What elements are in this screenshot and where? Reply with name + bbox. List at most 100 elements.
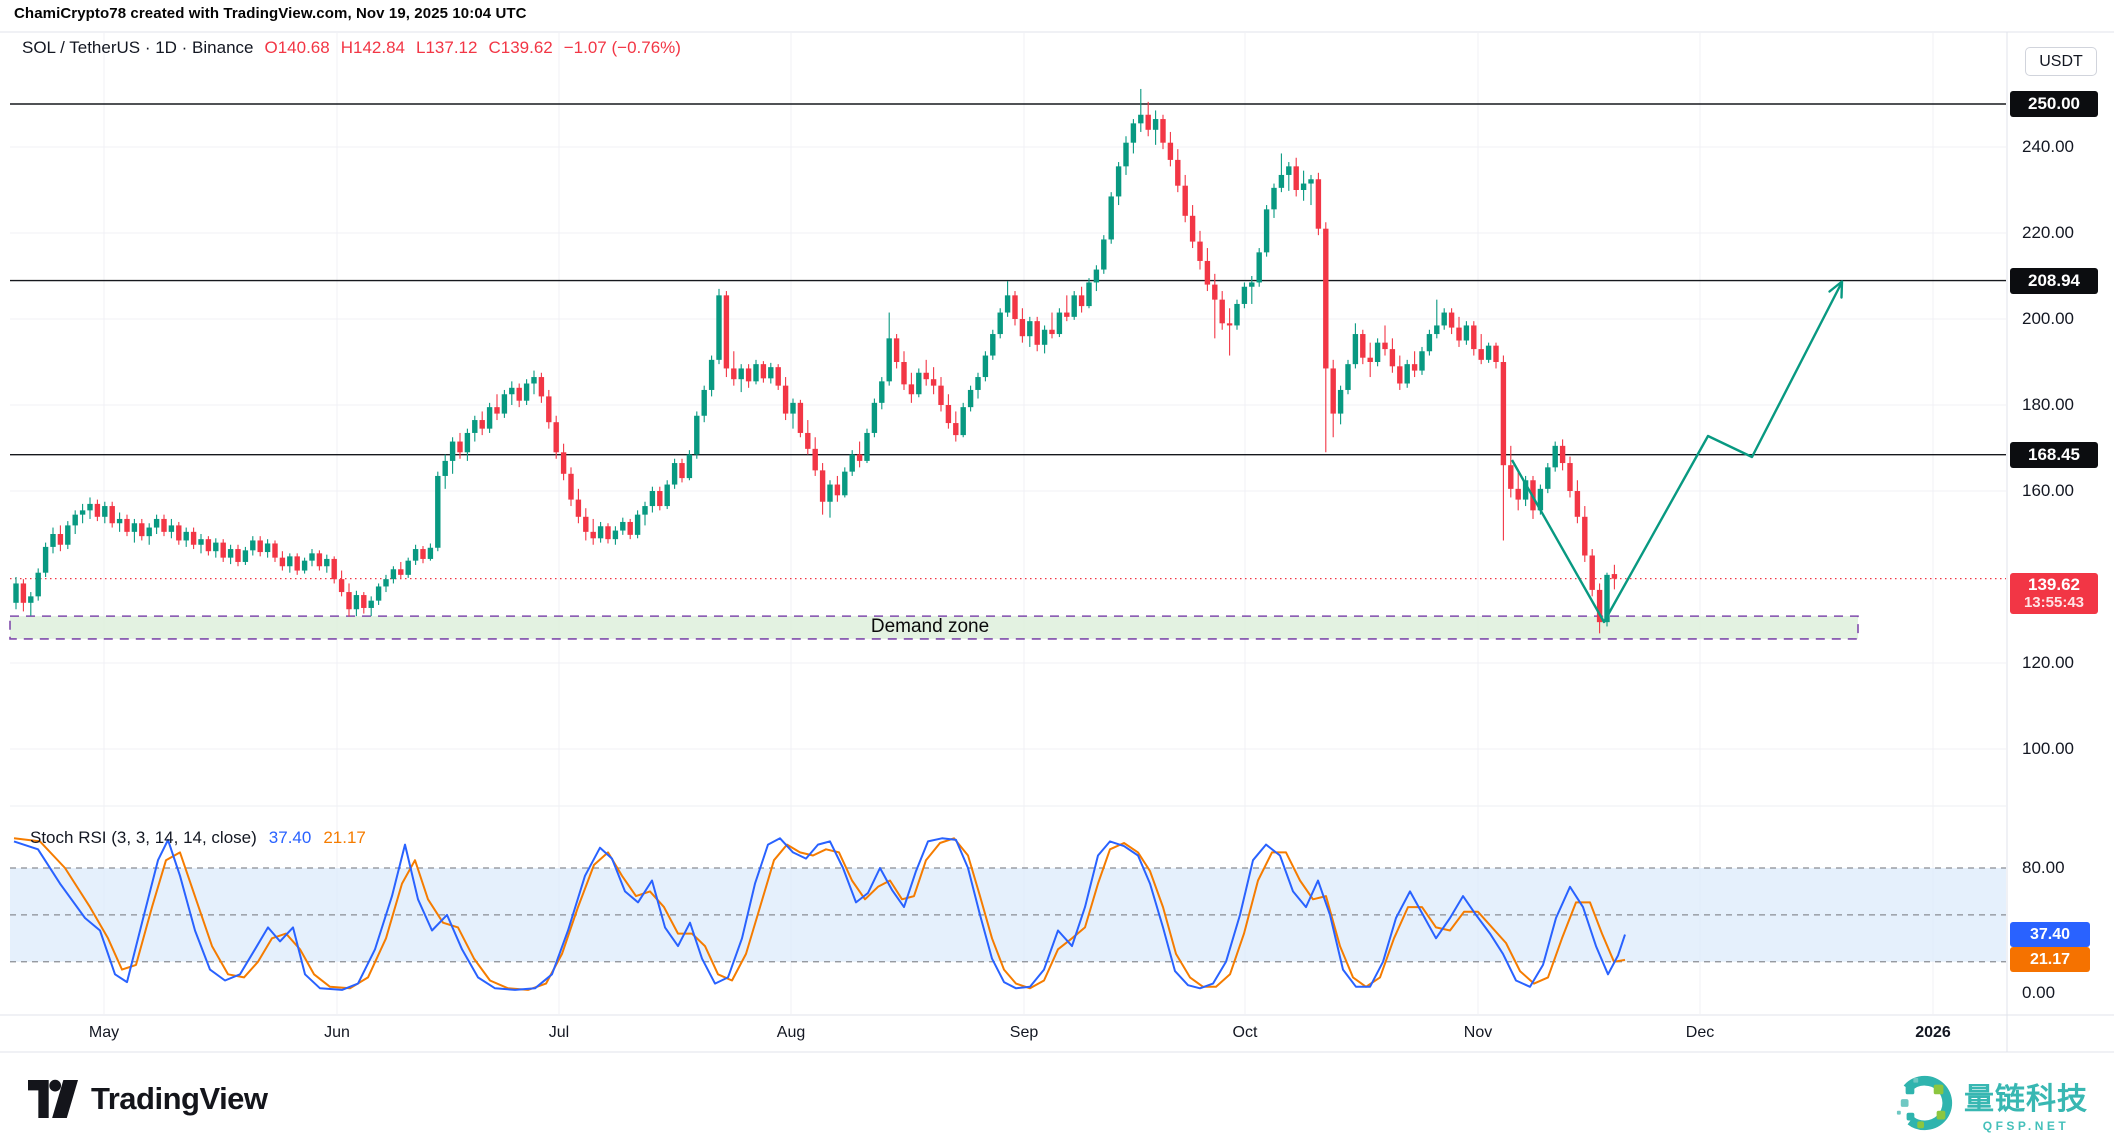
candle-body bbox=[486, 407, 493, 429]
time-axis-label[interactable]: Aug bbox=[776, 1024, 806, 1041]
candle-body bbox=[790, 402, 796, 414]
candle-body bbox=[1256, 252, 1262, 283]
candle-body bbox=[516, 387, 522, 401]
time-axis-label[interactable]: Oct bbox=[1232, 1024, 1258, 1041]
candle-body bbox=[901, 362, 907, 385]
candle-body bbox=[723, 295, 730, 369]
candle-body bbox=[1360, 334, 1366, 358]
candle-body bbox=[1071, 295, 1077, 317]
candle-body bbox=[324, 558, 330, 567]
bar-countdown: 13:55:43 bbox=[2023, 593, 2085, 611]
candle-body bbox=[916, 372, 922, 395]
candle-body bbox=[975, 377, 981, 390]
candle-body bbox=[368, 600, 374, 608]
price-axis-label: 180.00 bbox=[2022, 395, 2074, 414]
candle-body bbox=[583, 516, 589, 532]
legend-change: −1.07 (−0.76%) bbox=[563, 38, 681, 57]
candle-body bbox=[760, 364, 767, 379]
candle-body bbox=[442, 460, 448, 476]
candle-body bbox=[708, 359, 715, 390]
time-axis-label[interactable]: May bbox=[88, 1024, 120, 1041]
candle-body bbox=[1567, 463, 1573, 491]
candle-body bbox=[856, 454, 863, 461]
time-axis-label[interactable]: Sep bbox=[1009, 1024, 1039, 1041]
candle-body bbox=[819, 470, 826, 502]
candle-body bbox=[420, 549, 426, 559]
currency-badge[interactable]: USDT bbox=[2025, 47, 2097, 76]
candle-body bbox=[560, 452, 567, 474]
candle-body bbox=[738, 368, 744, 380]
qfsp-domain: QFSP.NET bbox=[1982, 1118, 2070, 1133]
candle-body bbox=[886, 338, 892, 382]
candle-body bbox=[1582, 516, 1588, 556]
candle-body bbox=[1500, 362, 1507, 466]
candle-body bbox=[716, 295, 722, 360]
candle-body bbox=[72, 514, 78, 526]
symbol-legend[interactable]: SOL / TetherUS · 1D · Binance O140.68 H1… bbox=[22, 38, 681, 58]
legend-high: H142.84 bbox=[340, 38, 406, 57]
candle-body bbox=[264, 543, 271, 553]
candle-body bbox=[1064, 312, 1070, 317]
stoch-rsi-d-value: 21.17 bbox=[323, 828, 366, 847]
stoch-rsi-k-value: 37.40 bbox=[268, 828, 312, 847]
time-axis-label[interactable]: Nov bbox=[1463, 1024, 1493, 1041]
candle-body bbox=[235, 549, 241, 562]
qfsp-logo-icon bbox=[1896, 1075, 1953, 1131]
tradingview-logo-icon bbox=[28, 1079, 78, 1118]
time-axis-label[interactable]: Jun bbox=[324, 1024, 350, 1041]
candle-body bbox=[1374, 342, 1381, 362]
candle-body bbox=[753, 364, 759, 382]
candle-body bbox=[568, 473, 574, 500]
candle-body bbox=[1286, 166, 1292, 175]
candle-body bbox=[930, 379, 937, 386]
candle-body bbox=[1130, 123, 1137, 143]
candle-body bbox=[664, 484, 670, 507]
candle-body bbox=[331, 558, 337, 580]
candle-body bbox=[153, 518, 160, 528]
candle-body bbox=[168, 525, 175, 532]
candle-body bbox=[79, 510, 86, 515]
qfsp-logo[interactable]: 量链科技 QFSP.NET bbox=[1894, 1072, 2088, 1134]
candle-body bbox=[590, 531, 596, 539]
candle-body bbox=[1515, 488, 1521, 500]
candle-body bbox=[1197, 241, 1203, 261]
candle-body bbox=[908, 384, 915, 395]
candle-body bbox=[309, 553, 315, 561]
stoch-rsi-legend[interactable]: Stoch RSI (3, 3, 14, 14, close) 37.40 21… bbox=[30, 828, 366, 848]
candle-body bbox=[546, 396, 552, 423]
candle-body bbox=[205, 539, 212, 552]
candle-body bbox=[494, 407, 500, 414]
candle-body bbox=[597, 526, 604, 539]
candle-body bbox=[301, 560, 308, 571]
candle-body bbox=[375, 586, 382, 601]
rsi-axis-label: 80.00 bbox=[2022, 858, 2065, 877]
candle-body bbox=[1160, 119, 1166, 143]
candle-body bbox=[338, 579, 345, 593]
candle-body bbox=[479, 420, 485, 429]
legend-close: C139.62 bbox=[488, 38, 553, 57]
candle-body bbox=[1004, 295, 1011, 313]
time-axis-label[interactable]: 2026 bbox=[1915, 1024, 1951, 1041]
candle-body bbox=[827, 484, 833, 502]
candle-body bbox=[1086, 282, 1092, 307]
candle-body bbox=[1226, 323, 1233, 326]
symbol-title[interactable]: SOL / TetherUS · 1D · Binance bbox=[22, 38, 254, 57]
candle-body bbox=[1448, 312, 1455, 328]
candle-body bbox=[612, 530, 619, 540]
candle-body bbox=[1463, 325, 1470, 341]
tradingview-logo[interactable]: TradingView bbox=[28, 1077, 268, 1121]
candle-body bbox=[390, 569, 397, 580]
candle-body bbox=[1115, 166, 1122, 197]
candle-body bbox=[1078, 295, 1085, 307]
demand-zone bbox=[9, 615, 1859, 640]
candle-body bbox=[967, 389, 974, 408]
time-axis-label[interactable]: Dec bbox=[1685, 1024, 1715, 1041]
candle-body bbox=[1404, 364, 1410, 384]
candle-body bbox=[1493, 345, 1499, 362]
candle-body bbox=[538, 377, 545, 397]
stoch-rsi-title[interactable]: Stoch RSI (3, 3, 14, 14, close) bbox=[30, 828, 257, 847]
candle-body bbox=[1330, 368, 1336, 414]
tradingview-wordmark: TradingView bbox=[91, 1081, 268, 1116]
time-axis-label[interactable]: Jul bbox=[548, 1024, 570, 1041]
